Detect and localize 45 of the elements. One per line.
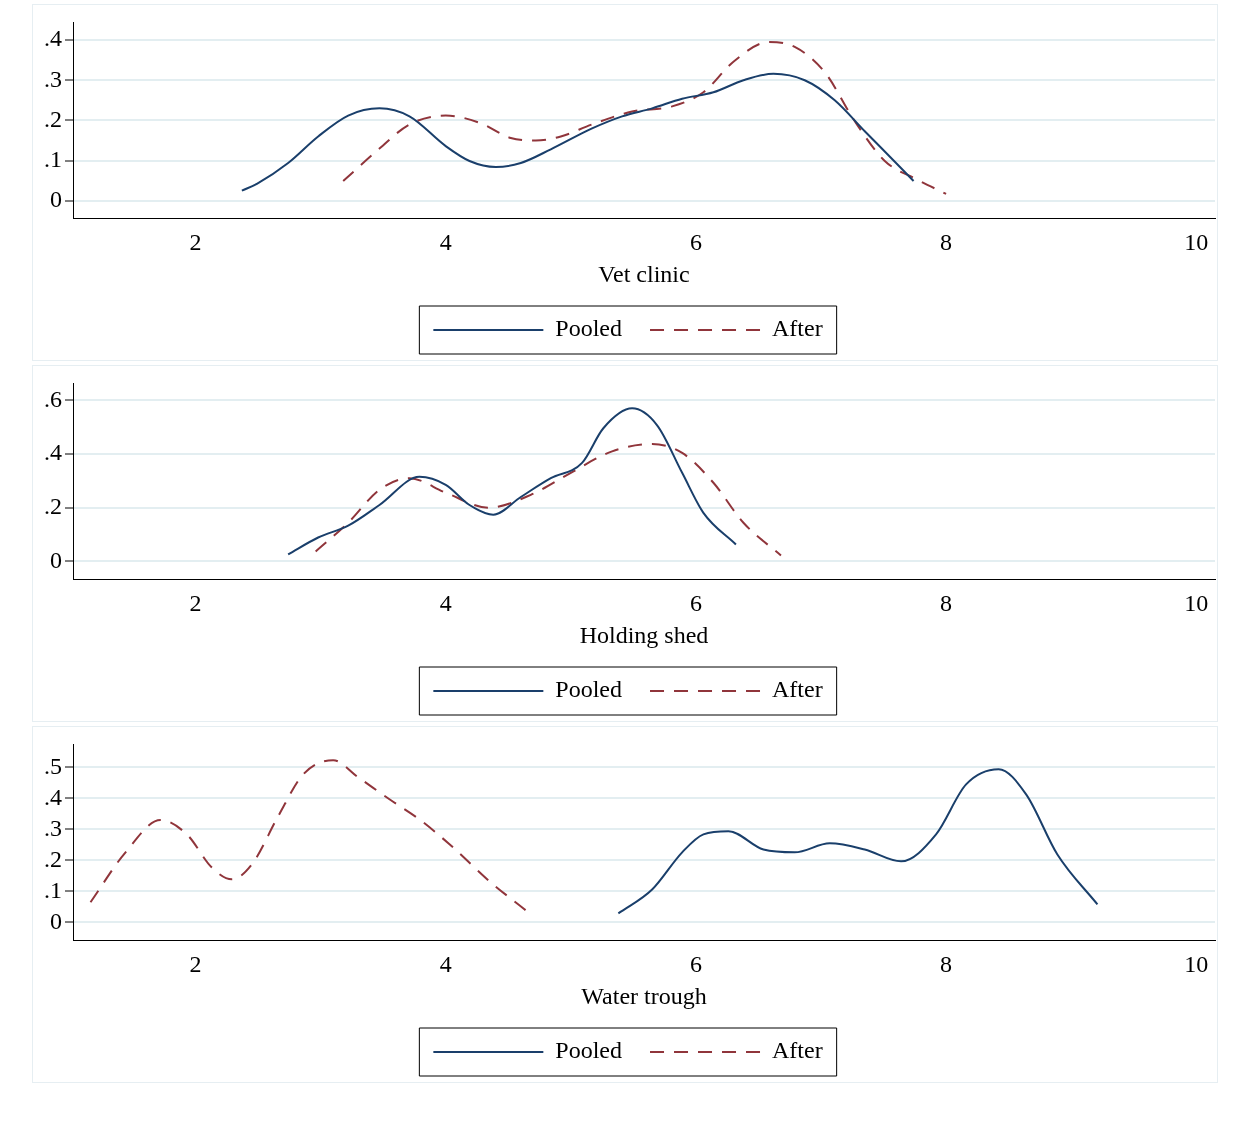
y-tick-label: .2 bbox=[44, 845, 62, 872]
x-tick-label: 2 bbox=[189, 229, 202, 256]
line-series bbox=[617, 768, 1099, 915]
x-tick-label: 2 bbox=[189, 590, 202, 617]
line-series bbox=[342, 41, 948, 195]
legend-label: Pooled bbox=[555, 676, 623, 703]
x-tick-label: 10 bbox=[1184, 590, 1209, 617]
y-tick-label: 0 bbox=[50, 546, 62, 573]
line-series bbox=[287, 407, 737, 556]
y-tick-label: .4 bbox=[44, 439, 62, 466]
y-tick-label: .1 bbox=[44, 145, 62, 172]
x-tick-label: 6 bbox=[689, 229, 702, 256]
y-tick-label: 0 bbox=[50, 186, 62, 213]
y-tick-label: .5 bbox=[44, 752, 62, 779]
y-tick-label: .3 bbox=[44, 65, 62, 92]
line-series bbox=[89, 759, 527, 912]
x-axis-title: Water trough bbox=[581, 982, 707, 1009]
y-tick-label: .6 bbox=[44, 385, 62, 412]
y-tick-label: .4 bbox=[44, 25, 62, 52]
y-tick-label: 0 bbox=[50, 907, 62, 934]
y-tick-label: .4 bbox=[44, 783, 62, 810]
x-tick-label: 8 bbox=[940, 229, 953, 256]
legend-label: After bbox=[772, 1037, 823, 1064]
x-tick-label: 4 bbox=[439, 951, 452, 978]
legend-label: Pooled bbox=[555, 315, 623, 342]
line-series bbox=[314, 443, 782, 557]
x-axis-title: Holding shed bbox=[579, 621, 709, 648]
x-tick-label: 2 bbox=[189, 951, 202, 978]
y-tick-label: .2 bbox=[44, 105, 62, 132]
x-tick-label: 8 bbox=[940, 951, 953, 978]
legend-label: Pooled bbox=[555, 1037, 623, 1064]
x-tick-label: 8 bbox=[940, 590, 953, 617]
y-tick-label: .3 bbox=[44, 814, 62, 841]
x-tick-label: 4 bbox=[439, 590, 452, 617]
y-tick-label: .1 bbox=[44, 876, 62, 903]
x-tick-label: 10 bbox=[1184, 229, 1209, 256]
x-tick-label: 6 bbox=[689, 590, 702, 617]
x-tick-label: 4 bbox=[439, 229, 452, 256]
x-tick-label: 6 bbox=[689, 951, 702, 978]
legend-label: After bbox=[772, 315, 823, 342]
x-tick-label: 10 bbox=[1184, 951, 1209, 978]
x-axis-title: Vet clinic bbox=[598, 260, 690, 287]
y-tick-label: .2 bbox=[44, 493, 62, 520]
legend-label: After bbox=[772, 676, 823, 703]
line-series bbox=[240, 72, 915, 192]
